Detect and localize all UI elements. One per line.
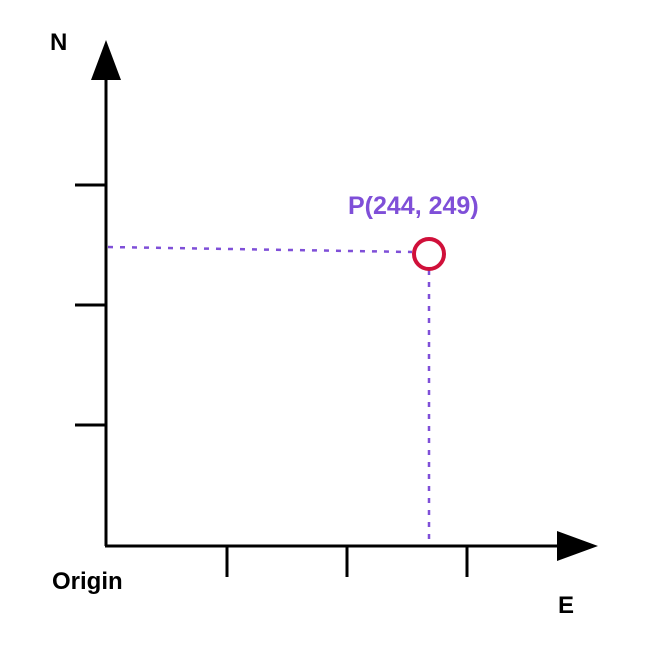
origin-label: Origin [52, 568, 123, 595]
north-label: N [50, 29, 67, 56]
east-arrowhead [557, 531, 598, 561]
horizontal-guide-line [107, 245, 413, 254]
point-marker [412, 237, 446, 271]
east-label: E [558, 592, 574, 619]
point-label: P(244, 249) [348, 192, 479, 220]
north-arrowhead [91, 40, 121, 80]
